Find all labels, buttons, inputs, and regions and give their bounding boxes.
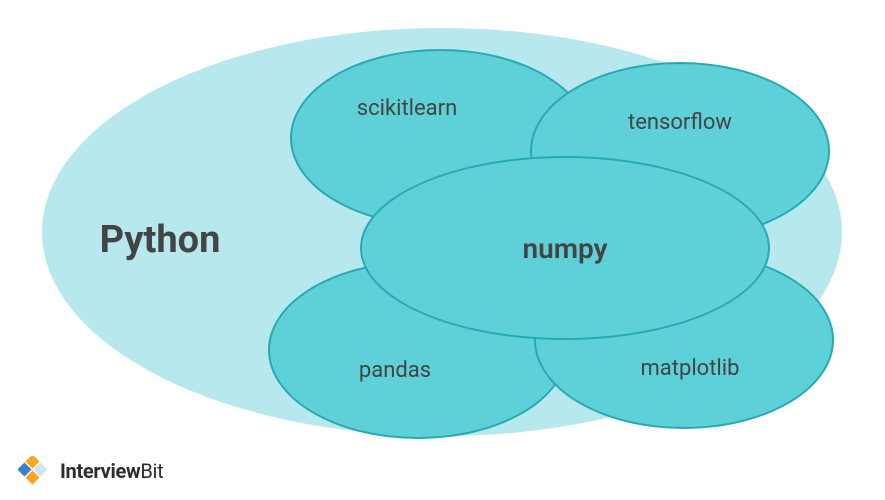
brand-name-light: Bit <box>140 459 163 483</box>
brand-name-bold: Interview <box>60 459 140 483</box>
label-pandas: pandas <box>245 345 545 395</box>
label-scikitlearn: scikitlearn <box>257 83 557 133</box>
label-numpy: numpy <box>415 223 715 273</box>
python-ecosystem-diagram: Python scikitlearn tensorflow pandas mat… <box>0 0 885 500</box>
brand-name: InterviewBit <box>60 459 163 483</box>
brand-logo: InterviewBit <box>18 456 163 486</box>
label-python: Python <box>10 215 310 265</box>
label-tensorflow: tensorflow <box>530 97 830 147</box>
label-matplotlib: matplotlib <box>540 343 840 393</box>
interviewbit-logo-icon <box>18 456 54 486</box>
